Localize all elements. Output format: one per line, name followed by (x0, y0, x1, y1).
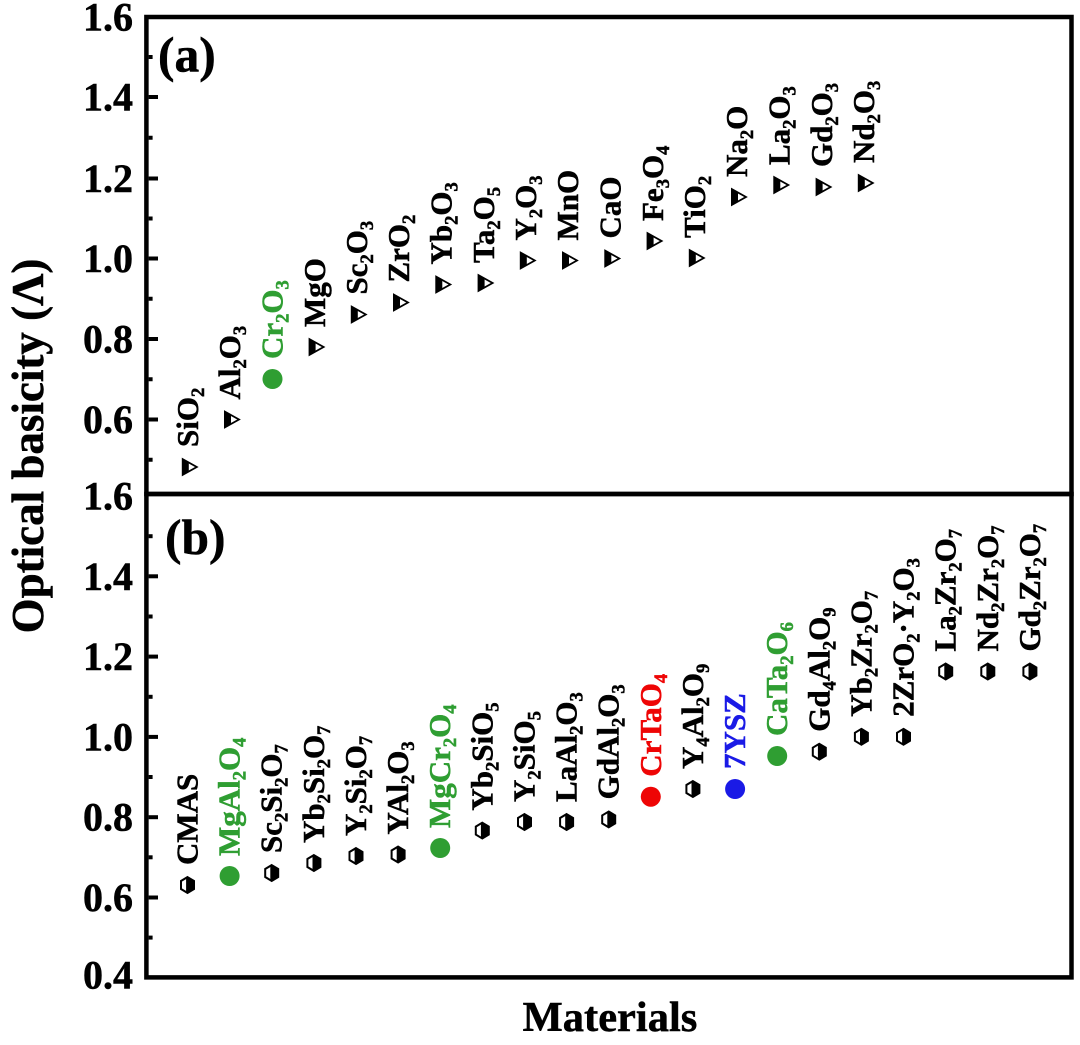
svg-text:La2​Zr2​O7​: La2​Zr2​O7​ (928, 529, 967, 652)
svg-text:Yb2​Zr2​O7​: Yb2​Zr2​O7​ (843, 591, 882, 717)
svg-text:0.8: 0.8 (83, 317, 133, 362)
svg-text:Na2​O: Na2​O (719, 106, 758, 177)
svg-text:1.4: 1.4 (83, 554, 133, 599)
svg-text:(b): (b) (165, 510, 226, 565)
svg-text:CaO: CaO (593, 177, 628, 239)
svg-text:1.0: 1.0 (83, 236, 133, 281)
svg-text:MgO: MgO (297, 258, 332, 327)
svg-text:Cr2​O3​: Cr2​O3​ (255, 280, 294, 359)
svg-text:CaTa2​O6​: CaTa2​O6​ (759, 622, 798, 736)
svg-text:Gd4​Al2​O9​: Gd4​Al2​O9​ (801, 607, 840, 731)
svg-text:Y2​SiO5​: Y2​SiO5​ (507, 711, 546, 802)
svg-text:Y2​O3​: Y2​O3​ (508, 175, 547, 240)
svg-text:Yb2​O3​: Yb2​O3​ (424, 182, 463, 264)
svg-text:Gd2​Zr2​O7​: Gd2​Zr2​O7​ (1012, 524, 1051, 652)
svg-text:1.2: 1.2 (83, 634, 133, 679)
svg-text:Yb2​Si2​O7​: Yb2​Si2​O7​ (296, 726, 335, 843)
svg-text:Gd2​O3​: Gd2​O3​ (804, 83, 843, 167)
svg-text:1.0: 1.0 (83, 714, 133, 759)
svg-text:MnO: MnO (550, 170, 585, 241)
svg-text:7YSZ: 7YSZ (717, 693, 752, 769)
svg-text:MgCr2​O4​: MgCr2​O4​ (422, 704, 461, 828)
svg-text:Yb2​SiO5​: Yb2​SiO5​ (464, 702, 503, 810)
svg-text:La2​O3​: La2​O3​ (762, 86, 801, 165)
svg-text:Al2​O3​: Al2​O3​ (212, 326, 251, 400)
svg-text:0.4: 0.4 (83, 953, 133, 998)
svg-text:ZrO2​: ZrO2​ (381, 215, 420, 283)
svg-text:(a): (a) (158, 28, 216, 83)
svg-text:Nd2​O3​: Nd2​O3​ (846, 81, 885, 163)
svg-text:CrTaO4​: CrTaO4​ (633, 674, 672, 777)
svg-text:0.8: 0.8 (83, 795, 133, 840)
svg-text:2ZrO2​·Y2​O3​: 2ZrO2​·Y2​O3​ (886, 558, 925, 717)
svg-text:1.6: 1.6 (83, 0, 133, 40)
svg-text:1.4: 1.4 (83, 75, 133, 120)
svg-text:Sc2​Si2​O7​: Sc2​Si2​O7​ (254, 744, 293, 853)
svg-text:0.6: 0.6 (83, 397, 133, 442)
svg-text:0.6: 0.6 (83, 875, 133, 920)
svg-text:TiO2​: TiO2​ (677, 176, 716, 238)
svg-text:Fe3​O4​: Fe3​O4​ (635, 146, 674, 221)
svg-text:1.2: 1.2 (83, 156, 133, 201)
svg-text:Nd2​Zr2​O7​: Nd2​Zr2​O7​ (970, 526, 1009, 652)
svg-text:LaAl2​O3​: LaAl2​O3​ (549, 692, 588, 802)
svg-text:SiO2​: SiO2​ (170, 388, 209, 447)
svg-text:1.6: 1.6 (83, 474, 133, 519)
svg-text:Optical basicity (Λ): Optical basicity (Λ) (3, 259, 53, 634)
svg-text:GdAl2​O3​: GdAl2​O3​ (591, 684, 630, 799)
svg-text:Ta2​O5​: Ta2​O5​ (466, 187, 505, 263)
svg-text:Materials: Materials (523, 994, 698, 1041)
svg-text:CMAS: CMAS (170, 774, 205, 865)
svg-text:YAl2​O3​: YAl2​O3​ (380, 741, 419, 834)
svg-text:Sc2​O3​: Sc2​O3​ (339, 221, 378, 295)
svg-text:Y4​Al2​O9​: Y4​Al2​O9​ (675, 664, 714, 769)
svg-text:Y2​Si2​O7​: Y2​Si2​O7​ (338, 736, 377, 836)
svg-text:MgAl2​O4​: MgAl2​O4​ (212, 738, 251, 856)
